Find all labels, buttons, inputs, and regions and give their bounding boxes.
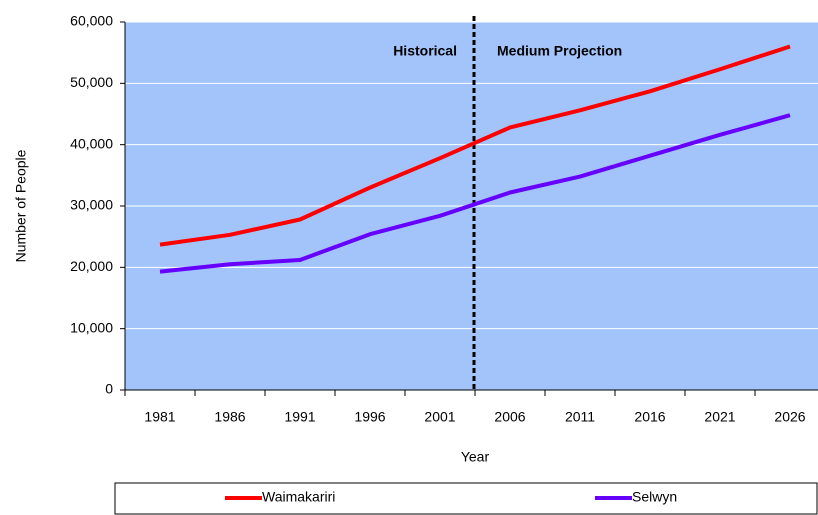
y-tick-label: 60,000 bbox=[70, 13, 113, 29]
y-axis-label: Number of People bbox=[13, 149, 29, 262]
x-tick-label: 2006 bbox=[494, 409, 525, 425]
legend-label: Waimakariri bbox=[262, 489, 335, 505]
y-tick-label: 50,000 bbox=[70, 74, 113, 90]
x-tick-label: 1986 bbox=[214, 409, 245, 425]
series-line bbox=[159, 113, 791, 274]
x-tick-label: 1996 bbox=[354, 409, 385, 425]
y-tick-label: 40,000 bbox=[70, 135, 113, 151]
y-tick-label: 0 bbox=[105, 381, 113, 397]
x-tick-label: 2026 bbox=[774, 409, 805, 425]
x-axis-label: Year bbox=[461, 449, 490, 465]
x-tick-label: 2011 bbox=[565, 409, 595, 425]
annotation: Medium Projection bbox=[497, 43, 622, 59]
x-tick-label: 2021 bbox=[704, 409, 735, 425]
annotation: Historical bbox=[393, 43, 457, 59]
series-line bbox=[159, 44, 791, 247]
legend-box bbox=[114, 482, 818, 515]
y-tick-label: 30,000 bbox=[70, 197, 113, 213]
x-tick-label: 1981 bbox=[144, 409, 175, 425]
y-tick-label: 10,000 bbox=[70, 319, 113, 335]
legend-label: Selwyn bbox=[632, 489, 677, 505]
x-tick-label: 2001 bbox=[424, 409, 455, 425]
x-tick-label: 2016 bbox=[634, 409, 665, 425]
x-tick-label: 1991 bbox=[284, 409, 315, 425]
y-tick-label: 20,000 bbox=[70, 258, 113, 274]
